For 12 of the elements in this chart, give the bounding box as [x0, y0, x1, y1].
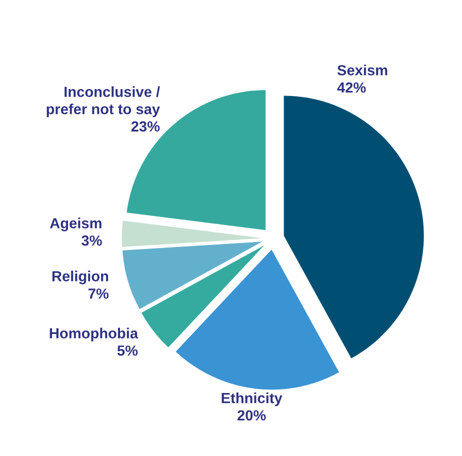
- slice-label: Religion: [52, 270, 108, 284]
- data-label: 23%: [131, 121, 160, 132]
- data-label: 5%: [117, 345, 138, 356]
- slice-label: Sexism: [337, 64, 388, 76]
- slice-label: Ageism: [50, 218, 102, 232]
- data-label: 3%: [82, 235, 102, 246]
- data-label: 42%: [337, 82, 366, 93]
- data-label: 20%: [238, 410, 266, 421]
- data-label: 7%: [88, 288, 109, 299]
- slice-label: Inconclusive / prefer not to say: [46, 86, 160, 118]
- slice-label: Ethnicity: [222, 392, 282, 406]
- slice-label: Homophobia: [50, 328, 138, 342]
